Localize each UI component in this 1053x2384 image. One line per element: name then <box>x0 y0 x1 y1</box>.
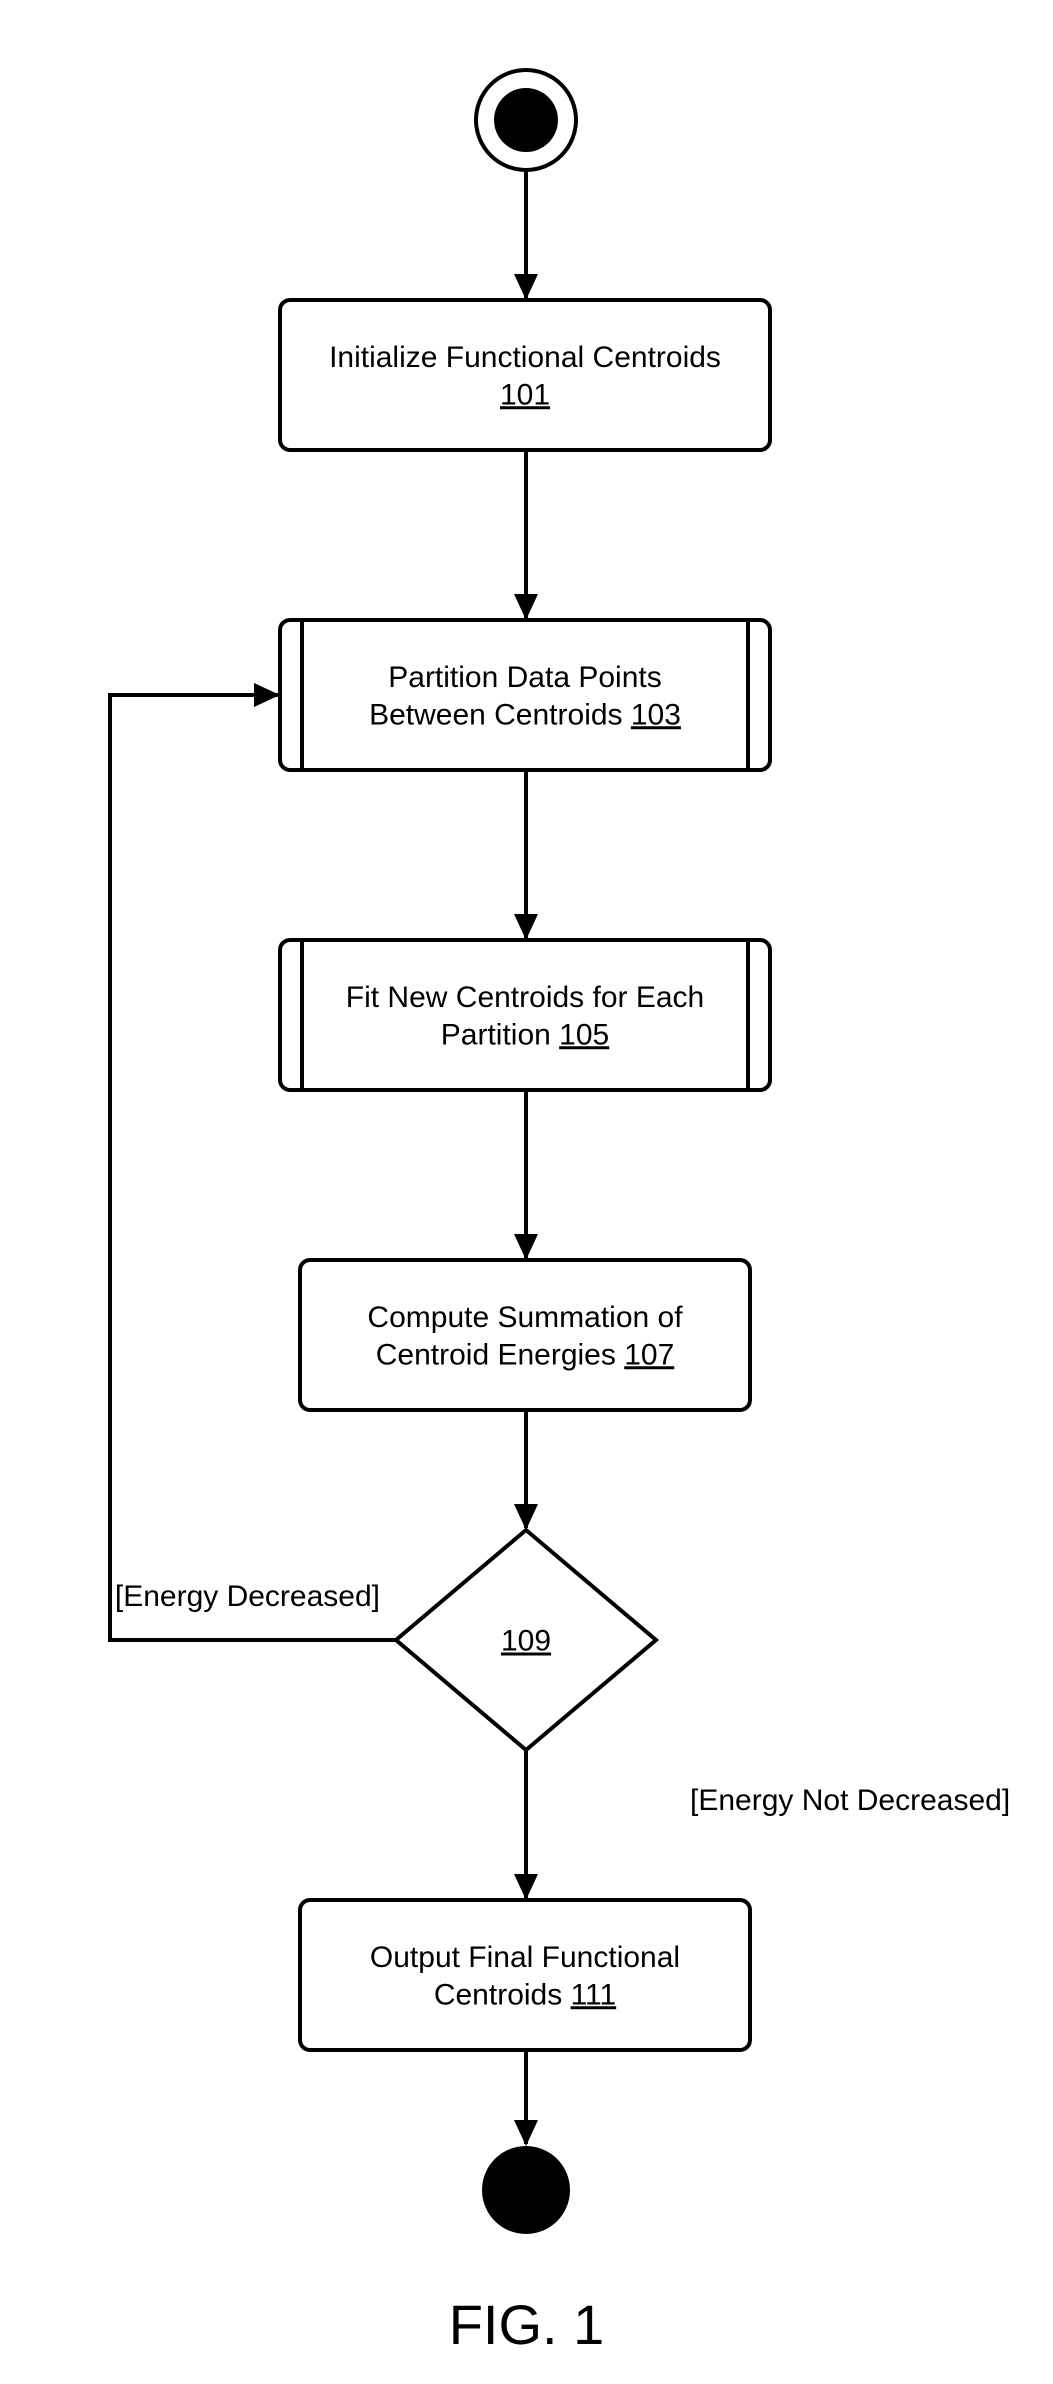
node-label: Centroids 111 <box>434 1978 616 2011</box>
node-label: Initialize Functional Centroids <box>329 341 721 374</box>
node-ref: 107 <box>624 1338 674 1371</box>
node-label: Partition Data Points <box>388 661 661 694</box>
node-label: Compute Summation of <box>367 1301 683 1334</box>
figure-label: FIG. 1 <box>449 2293 605 2356</box>
final-node <box>482 2146 570 2234</box>
sub-activity-node <box>280 940 770 1090</box>
initial-node-dot <box>494 88 558 152</box>
action-node <box>300 1260 750 1410</box>
edge-label: [Energy Not Decreased] <box>690 1784 1010 1817</box>
node-label: Between Centroids 103 <box>369 698 681 731</box>
node-ref: 105 <box>559 1018 609 1051</box>
node-ref: 111 <box>571 1978 617 2011</box>
edge-label: [Energy Decreased] <box>115 1580 380 1613</box>
action-node <box>300 1900 750 2050</box>
action-node <box>280 300 770 450</box>
node-label: Output Final Functional <box>370 1941 680 1974</box>
node-ref: 109 <box>501 1625 551 1658</box>
node-ref: 103 <box>631 698 681 731</box>
node-label: Centroid Energies 107 <box>376 1338 675 1371</box>
node-label: Fit New Centroids for Each <box>346 981 704 1014</box>
sub-activity-node <box>280 620 770 770</box>
edge <box>110 695 396 1640</box>
node-ref: 101 <box>500 378 550 411</box>
node-label: Partition 105 <box>441 1018 609 1051</box>
